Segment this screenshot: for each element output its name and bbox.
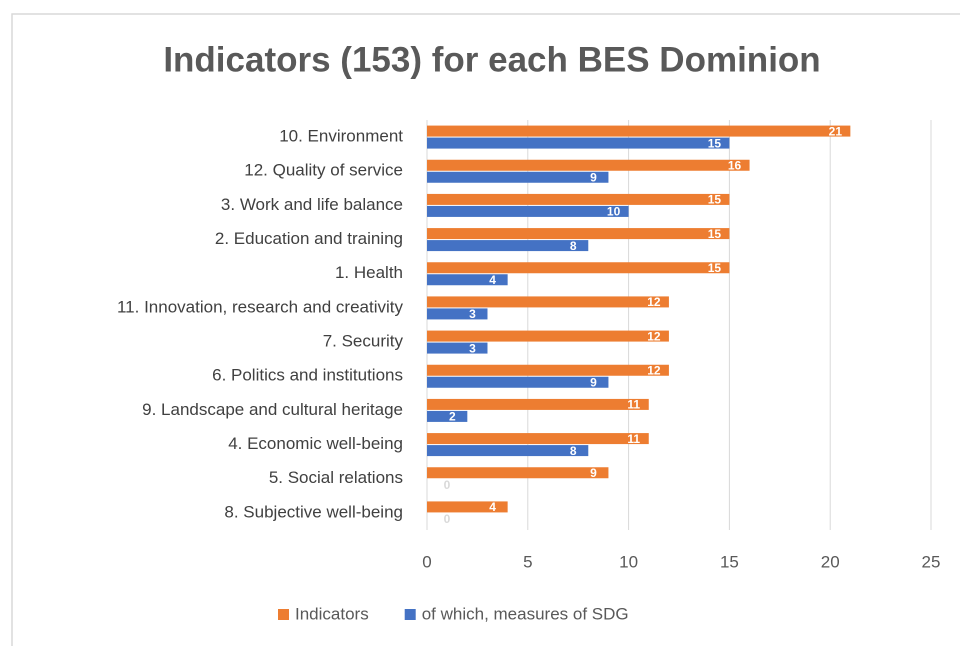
bar — [427, 467, 609, 479]
data-label: 12 — [647, 329, 661, 343]
legend-swatch — [278, 609, 289, 620]
data-label: 8 — [570, 444, 577, 458]
x-tick-label: 25 — [922, 552, 941, 571]
data-label: 0 — [444, 478, 451, 492]
y-tick-label: 8. Subjective well-being — [224, 502, 403, 521]
y-tick-label: 9. Landscape and cultural heritage — [142, 400, 403, 419]
data-label: 12 — [647, 295, 661, 309]
data-label: 11 — [627, 432, 640, 446]
y-tick-label: 7. Security — [323, 332, 404, 351]
bar — [427, 171, 609, 183]
data-label: 15 — [708, 261, 722, 275]
y-tick-label: 12. Quality of service — [244, 161, 403, 180]
y-tick-label: 3. Work and life balance — [221, 195, 403, 214]
data-label: 12 — [647, 363, 661, 377]
y-tick-label: 5. Social relations — [269, 468, 403, 487]
x-tick-label: 20 — [821, 552, 840, 571]
bar — [427, 262, 730, 274]
bar — [427, 296, 669, 308]
bar — [427, 125, 851, 137]
legend-label: Indicators — [295, 604, 369, 623]
bar — [427, 205, 629, 217]
data-label: 16 — [728, 158, 742, 172]
x-tick-label: 10 — [619, 552, 638, 571]
data-label: 15 — [708, 193, 722, 207]
data-label: 9 — [590, 466, 597, 480]
x-tick-label: 0 — [422, 552, 431, 571]
data-label: 8 — [570, 239, 577, 253]
bar — [427, 501, 508, 513]
bar — [427, 228, 730, 240]
x-tick-label: 5 — [523, 552, 532, 571]
bar — [427, 193, 730, 205]
x-tick-label: 15 — [720, 552, 739, 571]
bar — [427, 137, 730, 149]
y-tick-label: 10. Environment — [279, 127, 403, 146]
chart-frame — [11, 13, 960, 646]
bar — [427, 240, 589, 252]
data-label: 21 — [829, 124, 843, 138]
data-label: 9 — [590, 375, 597, 389]
bar — [427, 342, 488, 354]
data-label: 0 — [444, 512, 451, 526]
data-label: 9 — [590, 170, 597, 184]
data-label: 3 — [469, 307, 476, 321]
legend-swatch — [404, 609, 416, 620]
data-label: 3 — [469, 341, 476, 355]
bar — [427, 410, 468, 422]
data-label: 4 — [489, 273, 496, 287]
bar — [427, 330, 669, 342]
legend-label: of which, measures of SDG — [422, 604, 629, 623]
chart-title: Indicators (153) for each BES Dominion — [163, 40, 820, 79]
bar — [427, 376, 609, 388]
data-label: 15 — [708, 136, 722, 150]
y-tick-label: 1. Health — [335, 263, 403, 282]
y-tick-label: 4. Economic well-being — [228, 434, 403, 453]
bar — [427, 159, 750, 171]
bar — [427, 398, 649, 410]
bar — [427, 274, 508, 286]
data-label: 4 — [489, 500, 496, 514]
bar — [427, 308, 488, 320]
bar — [427, 364, 669, 376]
bar — [427, 433, 649, 445]
data-label: 15 — [708, 227, 722, 241]
y-tick-label: 6. Politics and institutions — [212, 366, 403, 385]
data-label: 2 — [449, 410, 456, 424]
bar — [427, 445, 589, 457]
y-tick-label: 11. Innovation, research and creativity — [117, 297, 404, 316]
data-label: 11 — [627, 398, 640, 412]
data-label: 10 — [607, 205, 621, 219]
y-tick-label: 2. Education and training — [215, 229, 403, 248]
